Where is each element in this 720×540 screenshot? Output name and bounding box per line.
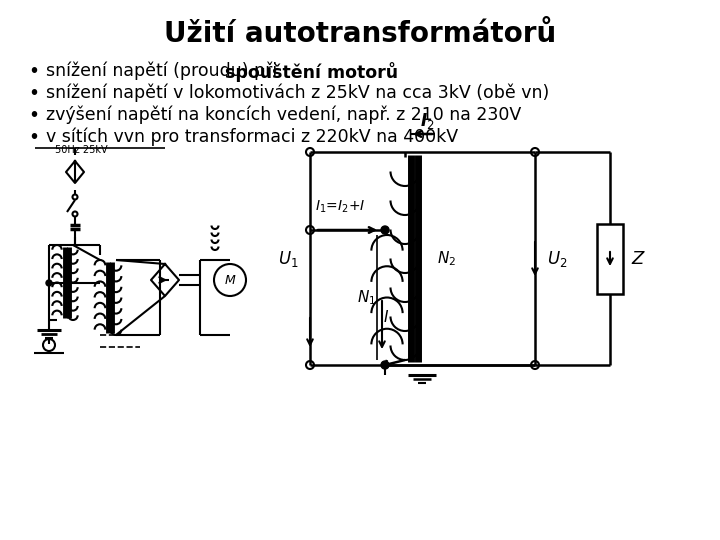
Text: U$_1$: U$_1$	[278, 249, 298, 269]
Text: •: •	[28, 106, 39, 125]
Text: •: •	[28, 62, 39, 81]
Text: zvýšení napětí na koncích vedení, např. z 210 na 230V: zvýšení napětí na koncích vedení, např. …	[46, 106, 521, 125]
Text: I$_1$=I$_2$+I: I$_1$=I$_2$+I	[315, 199, 366, 215]
Text: Užití autotransformátorů: Užití autotransformátorů	[164, 20, 556, 48]
Text: •: •	[28, 84, 39, 103]
Text: U$_2$: U$_2$	[547, 249, 567, 269]
Text: snížení napětí v lokomotivách z 25kV na cca 3kV (obě vn): snížení napětí v lokomotivách z 25kV na …	[46, 84, 549, 103]
Text: Z: Z	[631, 250, 644, 268]
Bar	[597, 224, 623, 294]
Text: M: M	[225, 273, 235, 287]
Text: N$_1$: N$_1$	[357, 289, 377, 307]
Text: •: •	[28, 128, 39, 147]
Text: snížení napětí (proudu) při: snížení napětí (proudu) při	[46, 62, 283, 80]
Text: 50Hz 25kV: 50Hz 25kV	[55, 145, 107, 155]
Text: spouštění motorů: spouštění motorů	[225, 62, 398, 82]
Text: v sítích vvn pro transformaci z 220kV na 400kV: v sítích vvn pro transformaci z 220kV na…	[46, 128, 458, 146]
Text: I$_2$: I$_2$	[420, 111, 434, 131]
Text: N$_2$: N$_2$	[437, 249, 456, 268]
Circle shape	[381, 361, 389, 369]
Circle shape	[46, 280, 52, 286]
Circle shape	[381, 226, 389, 234]
Text: I: I	[384, 310, 389, 325]
